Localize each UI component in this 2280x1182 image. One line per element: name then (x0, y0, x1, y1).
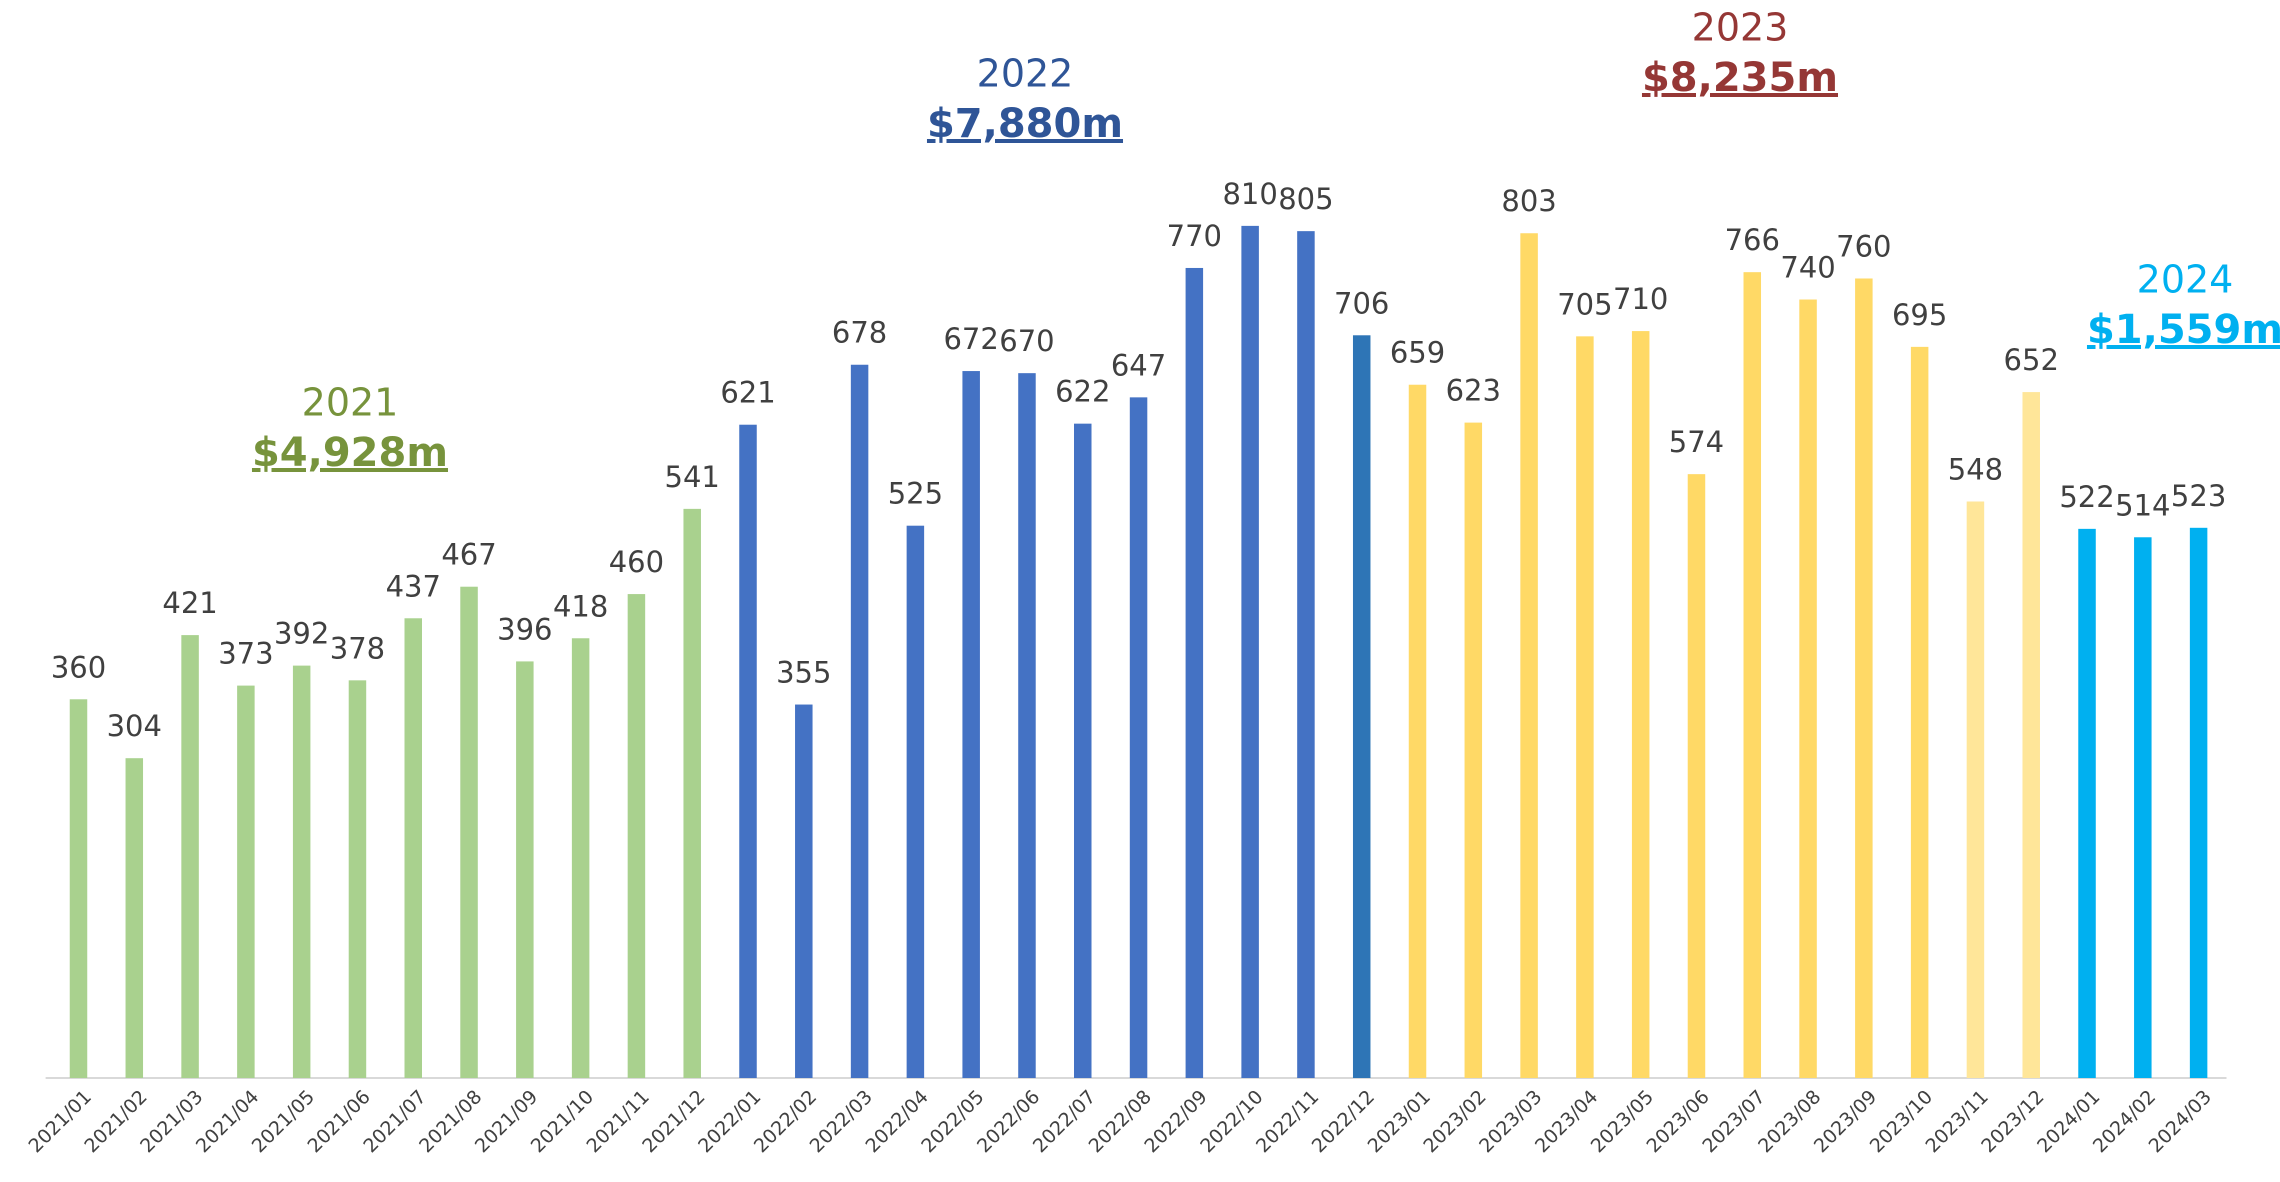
data-label: 392 (274, 617, 329, 651)
data-label: 760 (1836, 229, 1891, 263)
data-label: 574 (1669, 425, 1724, 459)
data-label: 467 (441, 538, 496, 572)
bar (1631, 331, 1650, 1079)
bar (739, 424, 757, 1078)
data-label: 460 (609, 545, 664, 579)
data-label: 705 (1557, 287, 1612, 321)
bar (850, 364, 869, 1078)
bar (404, 618, 422, 1078)
data-label: 678 (832, 316, 887, 350)
data-label: 378 (330, 631, 385, 665)
bar (460, 586, 478, 1078)
data-label: 810 (1222, 177, 1277, 211)
data-label: 670 (999, 324, 1054, 358)
bar (1074, 423, 1092, 1078)
annotation-total: $1,559m (2087, 307, 2280, 353)
data-label: 355 (776, 656, 831, 690)
data-label: 541 (665, 460, 720, 494)
bar (237, 685, 255, 1078)
bar (1799, 299, 1817, 1078)
annotation-total: $7,880m (927, 101, 1123, 147)
data-label: 621 (720, 376, 775, 410)
bar (1855, 278, 1873, 1079)
data-label: 740 (1780, 251, 1835, 285)
data-label: 304 (107, 709, 162, 743)
bar (795, 704, 813, 1078)
bar (1687, 474, 1706, 1079)
bar (962, 371, 980, 1078)
bar (1185, 267, 1204, 1079)
annotation-year: 2024 (2137, 258, 2234, 302)
data-label: 672 (943, 322, 998, 356)
data-label: 523 (2171, 479, 2226, 513)
data-label: 360 (51, 650, 106, 684)
bar (1241, 225, 1259, 1078)
data-label: 803 (1501, 184, 1556, 218)
data-label: 710 (1613, 282, 1668, 316)
bar (516, 661, 534, 1078)
bar (125, 758, 144, 1078)
bar (1129, 397, 1148, 1079)
bar (2022, 392, 2040, 1078)
data-label: 805 (1278, 182, 1333, 216)
bar (1018, 373, 1036, 1078)
data-label: 623 (1446, 374, 1501, 408)
bar (906, 525, 925, 1078)
bar (292, 665, 311, 1078)
data-label: 437 (386, 569, 441, 603)
bar (1297, 231, 1315, 1078)
bar (1743, 272, 1762, 1079)
annotation-total: $8,235m (1642, 55, 1838, 101)
bar (1576, 336, 1594, 1079)
data-label: 522 (2059, 480, 2114, 514)
annotation-year: 2023 (1692, 6, 1789, 50)
bar (181, 635, 199, 1078)
annotation-year: 2022 (977, 52, 1074, 96)
bar (571, 638, 590, 1078)
bar (2078, 528, 2096, 1078)
data-label: 706 (1334, 286, 1389, 320)
bar (1910, 346, 1929, 1078)
data-label: 770 (1167, 219, 1222, 253)
bar (2134, 537, 2152, 1078)
data-label: 421 (162, 586, 217, 620)
bar (1520, 233, 1538, 1078)
bar (627, 594, 646, 1078)
bar (1464, 422, 1483, 1078)
data-label: 622 (1055, 375, 1110, 409)
bar (1966, 501, 1985, 1078)
data-label: 396 (497, 612, 552, 646)
data-label: 525 (888, 477, 943, 511)
data-label: 373 (218, 637, 273, 671)
bar (2189, 527, 2208, 1078)
data-label: 652 (2004, 343, 2059, 377)
data-label: 695 (1892, 298, 1947, 332)
annotation-total: $4,928m (252, 430, 448, 476)
bar (683, 508, 701, 1078)
data-label: 418 (553, 589, 608, 623)
data-label: 659 (1390, 336, 1445, 370)
data-label: 514 (2115, 488, 2170, 522)
bar (348, 680, 367, 1078)
data-label: 647 (1111, 348, 1166, 382)
data-label: 766 (1725, 223, 1780, 257)
bar (69, 699, 88, 1078)
bar (1352, 335, 1371, 1079)
bar (1408, 384, 1427, 1078)
data-label: 548 (1948, 453, 2003, 487)
annotation-year: 2021 (302, 381, 399, 425)
